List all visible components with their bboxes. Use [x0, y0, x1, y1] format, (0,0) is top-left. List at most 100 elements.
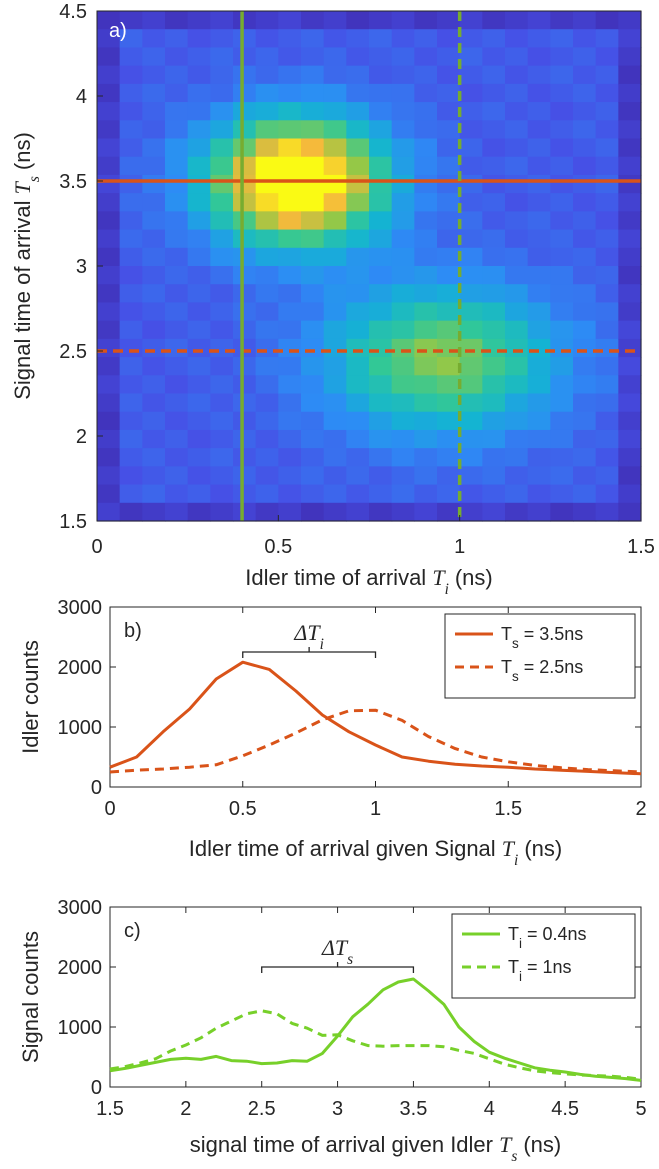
heatmap-cell — [119, 120, 143, 140]
heatmap-cell — [505, 484, 529, 504]
heatmap-cell — [255, 393, 279, 413]
heatmap-cell — [255, 411, 279, 431]
heatmap-cell — [595, 83, 619, 103]
heatmap-cell — [527, 393, 551, 413]
heatmap-cell — [391, 247, 415, 267]
heatmap-cell — [301, 411, 325, 431]
heatmap-cell — [165, 502, 189, 522]
heatmap-cell — [414, 411, 438, 431]
heatmap-cell — [187, 393, 211, 413]
heatmap-cell — [437, 247, 461, 267]
heatmap-cell — [437, 411, 461, 431]
heatmap-cell — [165, 375, 189, 395]
heatmap-cell — [437, 83, 461, 103]
heatmap-cell — [255, 29, 279, 49]
heatmap-cell — [187, 65, 211, 85]
heatmap-cell — [301, 338, 325, 358]
delta-bracket — [242, 647, 377, 658]
heatmap-cell — [391, 102, 415, 121]
heatmap-cell — [369, 193, 393, 212]
heatmap-cell — [346, 502, 370, 522]
heatmap-cell — [323, 393, 347, 413]
heatmap-cell — [618, 266, 642, 285]
heatmap-cell — [618, 320, 642, 340]
heatmap-cell — [573, 357, 597, 376]
heatmap-cell — [573, 284, 597, 304]
heatmap-cell — [187, 211, 211, 231]
delta-bracket — [261, 962, 415, 973]
heatmap-cell — [482, 429, 506, 449]
heatmap-cell — [346, 211, 370, 231]
heatmap-cell — [210, 266, 234, 285]
heatmap-cell — [595, 47, 619, 67]
heatmap-cell — [233, 338, 257, 358]
heatmap-cell — [323, 375, 347, 395]
heatmap-cell — [482, 266, 506, 285]
heatmap-cell — [233, 120, 257, 140]
heatmap-cell — [573, 375, 597, 395]
heatmap-cell — [278, 375, 302, 395]
heatmap-cell — [97, 65, 121, 85]
heatmap-cell — [346, 102, 370, 121]
heatmap-cell — [573, 502, 597, 522]
heatmap-cell — [505, 338, 529, 358]
heatmap-cell — [119, 375, 143, 395]
heatmap-cell — [550, 357, 574, 376]
heatmap-cell — [301, 320, 325, 340]
series-line-dashed — [109, 708, 642, 774]
heatmap-cell — [233, 357, 257, 376]
heatmap-cell — [437, 302, 461, 322]
heatmap-cell — [414, 156, 438, 176]
heatmap-cell — [278, 357, 302, 376]
heatmap-cell — [142, 138, 166, 158]
x-tick-label: 2 — [180, 1098, 191, 1120]
heatmap-cell — [119, 174, 143, 194]
heatmap-cell — [323, 284, 347, 304]
panel-label: c) — [124, 920, 141, 942]
heatmap-cell — [142, 266, 166, 285]
heatmap-cell — [459, 502, 483, 522]
heatmap-cell — [187, 266, 211, 285]
heatmap-cell — [233, 466, 257, 486]
heatmap-cell — [414, 502, 438, 522]
legend-label: Ts = 2.5ns — [501, 657, 583, 684]
heatmap-cell — [573, 448, 597, 467]
x-tick-label: 0.5 — [264, 536, 292, 558]
heatmap-cell — [459, 302, 483, 322]
heatmap-cell — [618, 211, 642, 231]
heatmap-cell — [618, 120, 642, 140]
y-tick-label: 3000 — [58, 597, 103, 619]
heatmap-cell — [414, 284, 438, 304]
heatmap-cell — [165, 357, 189, 376]
heatmap-cell — [278, 65, 302, 85]
heatmap-cell — [142, 466, 166, 486]
heatmap-cell — [255, 102, 279, 121]
heatmap-cell — [437, 484, 461, 504]
heatmap-cell — [527, 247, 551, 267]
x-tick-label: 1.5 — [494, 798, 522, 820]
heatmap-cell — [437, 284, 461, 304]
heatmap-cell — [437, 338, 461, 358]
heatmap-cell — [482, 320, 506, 340]
heatmap-cell — [97, 29, 121, 49]
heatmap-cell — [505, 502, 529, 522]
heatmap-cell — [550, 320, 574, 340]
heatmap-cell — [233, 47, 257, 67]
legend-label: Ts = 3.5ns — [501, 624, 583, 651]
heatmap-cell — [346, 83, 370, 103]
heatmap-cell — [165, 466, 189, 486]
heatmap-cell — [187, 193, 211, 212]
heatmap-cell — [369, 338, 393, 358]
heatmap-cell — [187, 429, 211, 449]
heatmap-cell — [459, 229, 483, 249]
heatmap-cell — [505, 229, 529, 249]
heatmap-cell — [233, 29, 257, 49]
heatmap-cell — [505, 393, 529, 413]
y-tick-label: 2000 — [58, 957, 103, 979]
heatmap-cell — [346, 247, 370, 267]
heatmap-cell — [482, 193, 506, 212]
heatmap-cell — [437, 466, 461, 486]
heatmap-cell — [301, 502, 325, 522]
heatmap-cell — [573, 174, 597, 194]
heatmap-cell — [459, 120, 483, 140]
